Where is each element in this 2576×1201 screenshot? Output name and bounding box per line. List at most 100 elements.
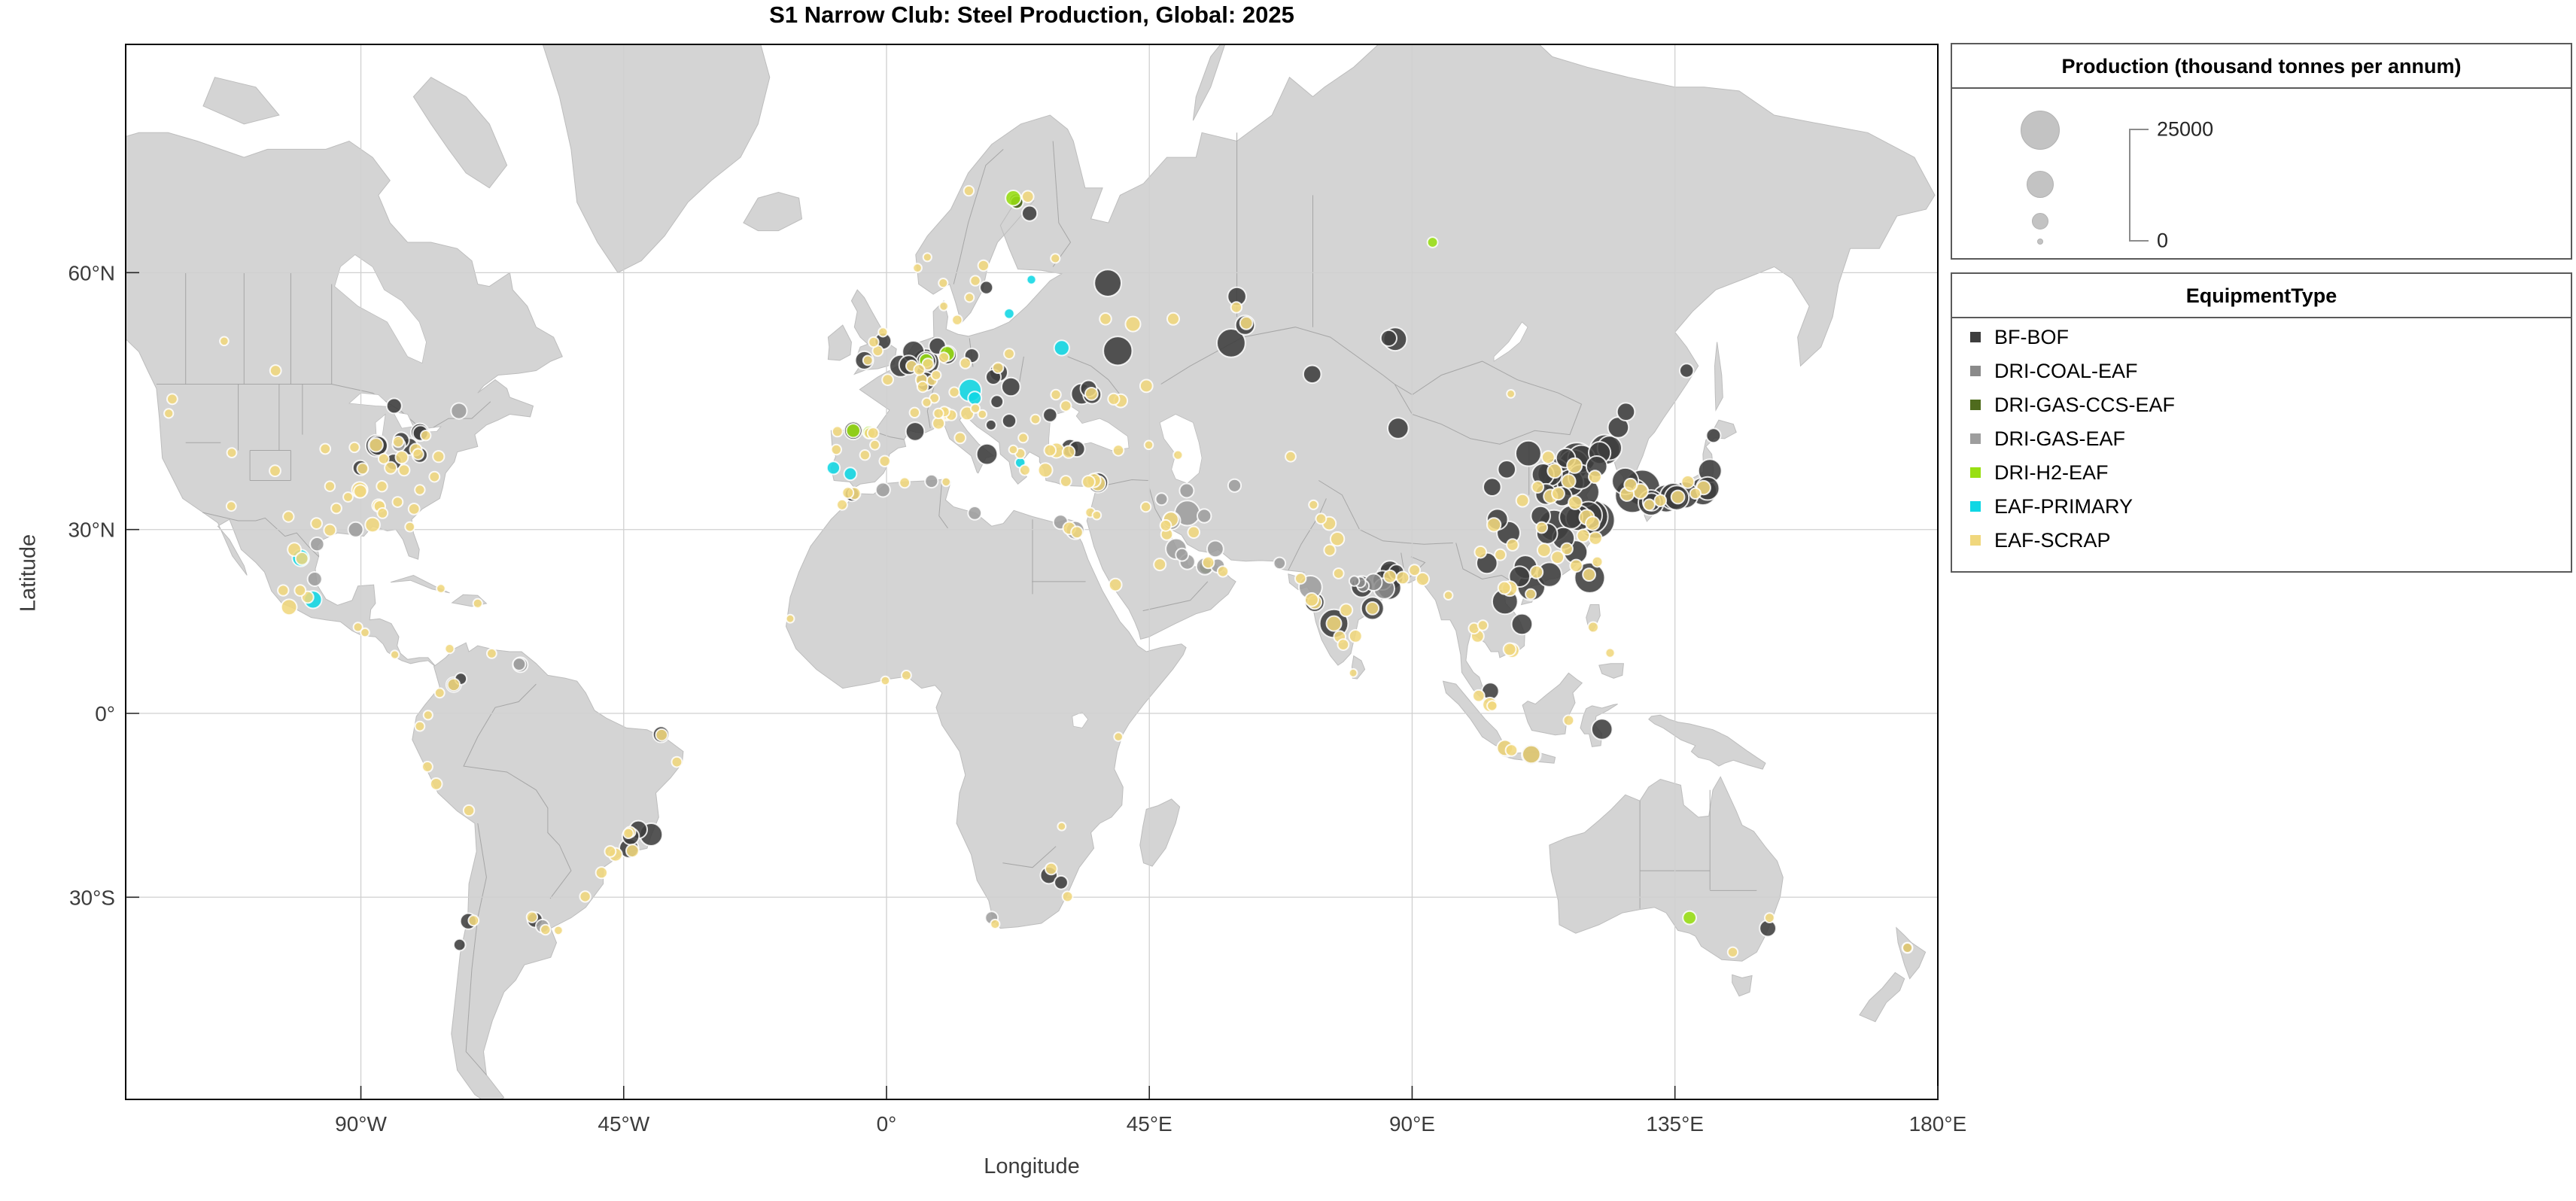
production-bubble-EAF-SCRAP <box>1726 946 1739 959</box>
production-bubble-EAF-SCRAP <box>1061 890 1074 903</box>
production-bubble-EAF-SCRAP <box>868 336 880 348</box>
legend-item-DRI-COAL-EAF: DRI-COAL-EAF <box>1970 356 2138 386</box>
production-bubble-EAF-SCRAP <box>1230 301 1243 314</box>
production-bubble-EAF-SCRAP <box>1201 555 1215 570</box>
production-bubble-EAF-SCRAP <box>841 486 855 500</box>
land-polygon <box>1714 342 1723 412</box>
production-bubble-EAF-SCRAP <box>922 252 932 263</box>
production-bubble-EAF-SCRAP <box>930 369 942 381</box>
production-bubble-EAF-SCRAP <box>881 373 894 387</box>
production-bubble-EAF-SCRAP <box>1139 500 1152 513</box>
land-polygon <box>1522 672 1583 736</box>
lake-polygon <box>1072 711 1089 728</box>
production-bubble-EAF-SCRAP <box>486 648 497 659</box>
production-bubble-EAF-SCRAP <box>1529 564 1544 579</box>
production-bubble-EAF-SCRAP <box>990 918 1001 930</box>
country-border <box>156 384 491 433</box>
production-bubble-EAF-SCRAP <box>1408 564 1421 577</box>
production-bubble-EAF-PRIMARY <box>1003 308 1015 320</box>
production-bubble-EAF-SCRAP <box>1017 432 1029 444</box>
production-bubble-EAF-SCRAP <box>1486 700 1498 712</box>
production-bubble-EAF-SCRAP <box>992 361 1005 374</box>
production-bubble-BF-BOF <box>1379 329 1398 347</box>
production-bubble-BF-BOF <box>1001 413 1017 429</box>
production-bubble-EAF-SCRAP <box>1525 588 1537 600</box>
x-tick-label: 0° <box>877 1112 897 1136</box>
production-bubble-EAF-SCRAP <box>269 464 281 478</box>
production-bubble-EAF-SCRAP <box>1587 621 1599 634</box>
production-bubble-DRI-GAS-EAF <box>1273 556 1287 570</box>
production-bubble-EAF-SCRAP <box>277 584 290 597</box>
production-bubble-EAF-SCRAP <box>866 427 880 439</box>
production-bubble-EAF-SCRAP <box>1502 642 1517 657</box>
land-polygon <box>827 324 852 361</box>
production-bubble-BF-BOF <box>1001 376 1021 397</box>
production-bubble-BF-BOF <box>1510 613 1534 636</box>
production-bubble-EAF-SCRAP <box>324 480 336 492</box>
production-bubble-EAF-SCRAP <box>1124 315 1142 333</box>
production-bubble-EAF-SCRAP <box>1294 572 1307 585</box>
production-bubble-EAF-SCRAP <box>1107 392 1121 406</box>
production-bubble-EAF-SCRAP <box>1506 538 1519 552</box>
production-bubble-DRI-GAS-EAF <box>306 571 323 587</box>
production-bubble-EAF-SCRAP <box>433 687 446 699</box>
production-bubble-EAF-SCRAP <box>1153 558 1167 572</box>
production-bubble-EAF-SCRAP <box>1050 253 1061 264</box>
y-tick-label: 30°S <box>69 886 115 909</box>
size-legend-circle <box>2021 111 2060 150</box>
production-bubble-EAF-SCRAP <box>969 403 981 414</box>
production-bubble-EAF-SCRAP <box>1566 457 1583 474</box>
production-bubble-DRI-H2-EAF <box>1005 190 1022 207</box>
production-bubble-EAF-SCRAP <box>1315 512 1328 525</box>
lake-polygon <box>1493 321 1528 362</box>
production-bubble-EAF-SCRAP <box>831 425 844 438</box>
production-bubble-DRI-GAS-EAF <box>1175 547 1190 562</box>
production-bubble-EAF-SCRAP <box>1029 413 1042 425</box>
lake-polygon <box>334 254 427 364</box>
production-bubble-BF-BOF <box>905 421 926 442</box>
production-bubble-EAF-SCRAP <box>1415 571 1431 587</box>
production-bubble-EAF-SCRAP <box>1569 558 1583 573</box>
production-bubble-EAF-SCRAP <box>1477 619 1489 631</box>
production-bubble-EAF-SCRAP <box>901 670 912 681</box>
production-bubble-EAF-SCRAP <box>1588 531 1603 546</box>
production-bubble-EAF-SCRAP <box>941 476 951 488</box>
production-bubble-DRI-GAS-EAF <box>1179 482 1195 499</box>
land-polygon <box>743 191 803 232</box>
production-bubble-DRI-GAS-EAF <box>1197 508 1212 524</box>
production-bubble-EAF-SCRAP <box>595 866 608 880</box>
production-bubble-EAF-SCRAP <box>392 435 405 448</box>
production-bubble-BF-BOF <box>1515 439 1542 467</box>
plot-frame <box>125 44 1939 1100</box>
size-legend-bracket-top-tick <box>2129 129 2149 130</box>
legend-label: DRI-COAL-EAF <box>1994 359 2138 382</box>
production-bubble-EAF-SCRAP <box>913 363 926 376</box>
production-bubble-EAF-SCRAP <box>384 461 398 475</box>
production-bubble-EAF-SCRAP <box>1365 601 1380 616</box>
production-bubble-EAF-SCRAP <box>1561 473 1577 489</box>
production-bubble-EAF-SCRAP <box>655 728 669 742</box>
production-bubble-EAF-SCRAP <box>1576 528 1591 543</box>
production-bubble-EAF-SCRAP <box>785 613 795 624</box>
country-border <box>1318 480 1453 545</box>
production-bubble-EAF-SCRAP <box>1008 444 1019 455</box>
production-bubble-EAF-SCRAP <box>1348 629 1363 643</box>
production-bubble-EAF-SCRAP <box>1337 638 1350 651</box>
production-bubble-EAF-SCRAP <box>1329 531 1346 547</box>
production-bubble-EAF-PRIMARY <box>826 461 841 476</box>
production-bubble-BF-BOF <box>1679 363 1695 379</box>
production-bubble-BF-BOF <box>1102 336 1133 366</box>
production-bubble-EAF-SCRAP <box>1239 315 1254 330</box>
production-bubble-EAF-SCRAP <box>368 437 384 453</box>
production-bubble-EAF-SCRAP <box>671 756 683 768</box>
production-bubble-BF-BOF <box>1042 407 1058 423</box>
legend-swatch-EAF-SCRAP <box>1970 535 1981 546</box>
country-border <box>1142 581 1209 612</box>
production-bubble-EAF-SCRAP <box>951 314 963 326</box>
production-bubble-EAF-SCRAP <box>282 510 295 523</box>
country-border <box>465 823 487 1075</box>
production-bubble-BF-BOF <box>990 394 1005 409</box>
legend-item-BF-BOF: BF-BOF <box>1970 322 2069 352</box>
production-bubble-EAF-SCRAP <box>1506 389 1516 399</box>
production-bubble-BF-BOF <box>1387 417 1410 439</box>
